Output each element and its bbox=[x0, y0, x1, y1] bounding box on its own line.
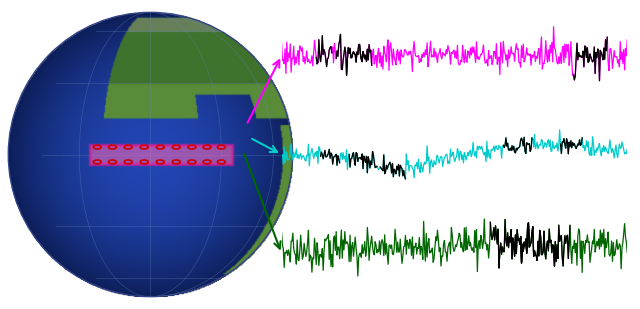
Polygon shape bbox=[90, 145, 232, 164]
